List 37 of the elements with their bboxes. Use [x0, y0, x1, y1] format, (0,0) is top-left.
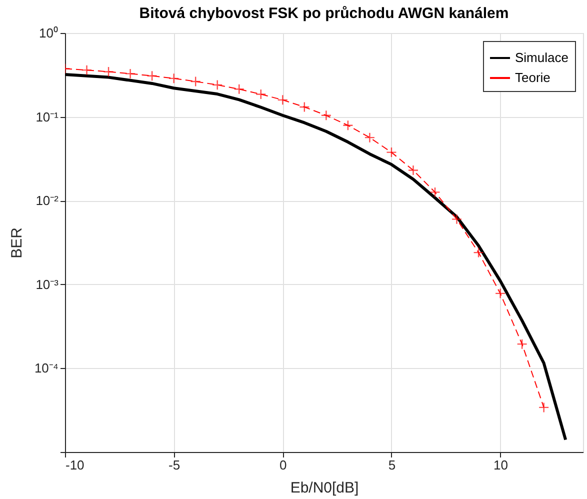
- point: [494, 288, 506, 299]
- point: [277, 94, 288, 106]
- point: [256, 88, 266, 100]
- y-tick-label: 10⁻²: [36, 193, 60, 208]
- point: [124, 68, 136, 80]
- point: [451, 214, 462, 225]
- point: [299, 102, 310, 112]
- y-tick-label: 10⁻⁴: [34, 360, 58, 376]
- legend-label: Teorie: [515, 70, 550, 85]
- point: [103, 66, 114, 78]
- point: [516, 338, 528, 350]
- point: [364, 132, 376, 143]
- y-tick-label: 10⁰: [39, 26, 58, 40]
- chart-title: Bitová chybovost FSK po průchodu AWGN kanálem: [139, 5, 509, 22]
- point: [342, 120, 354, 131]
- x-tick-label: -5: [168, 458, 180, 472]
- point: [408, 164, 419, 176]
- point: [538, 402, 550, 413]
- x-tick-label: -10: [66, 458, 84, 472]
- point: [386, 146, 397, 158]
- y-tick-label: 10⁻¹: [36, 109, 60, 124]
- point: [473, 247, 484, 258]
- x-tick-label: 5: [388, 458, 396, 472]
- point: [212, 80, 223, 90]
- point: [430, 186, 440, 198]
- legend-label: Simulace: [515, 50, 568, 65]
- y-tick-label: 10⁻³: [36, 276, 60, 292]
- point: [320, 110, 332, 121]
- x-tick-label: 0: [280, 458, 287, 472]
- x-axis-title: Eb/N0[dB]: [290, 480, 359, 496]
- point: [146, 70, 158, 82]
- point: [81, 64, 92, 76]
- y-axis-title: BER: [8, 227, 26, 258]
- point: [234, 84, 244, 94]
- point: [190, 76, 201, 87]
- point: [168, 73, 180, 84]
- x-tick-label: 10: [494, 458, 508, 472]
